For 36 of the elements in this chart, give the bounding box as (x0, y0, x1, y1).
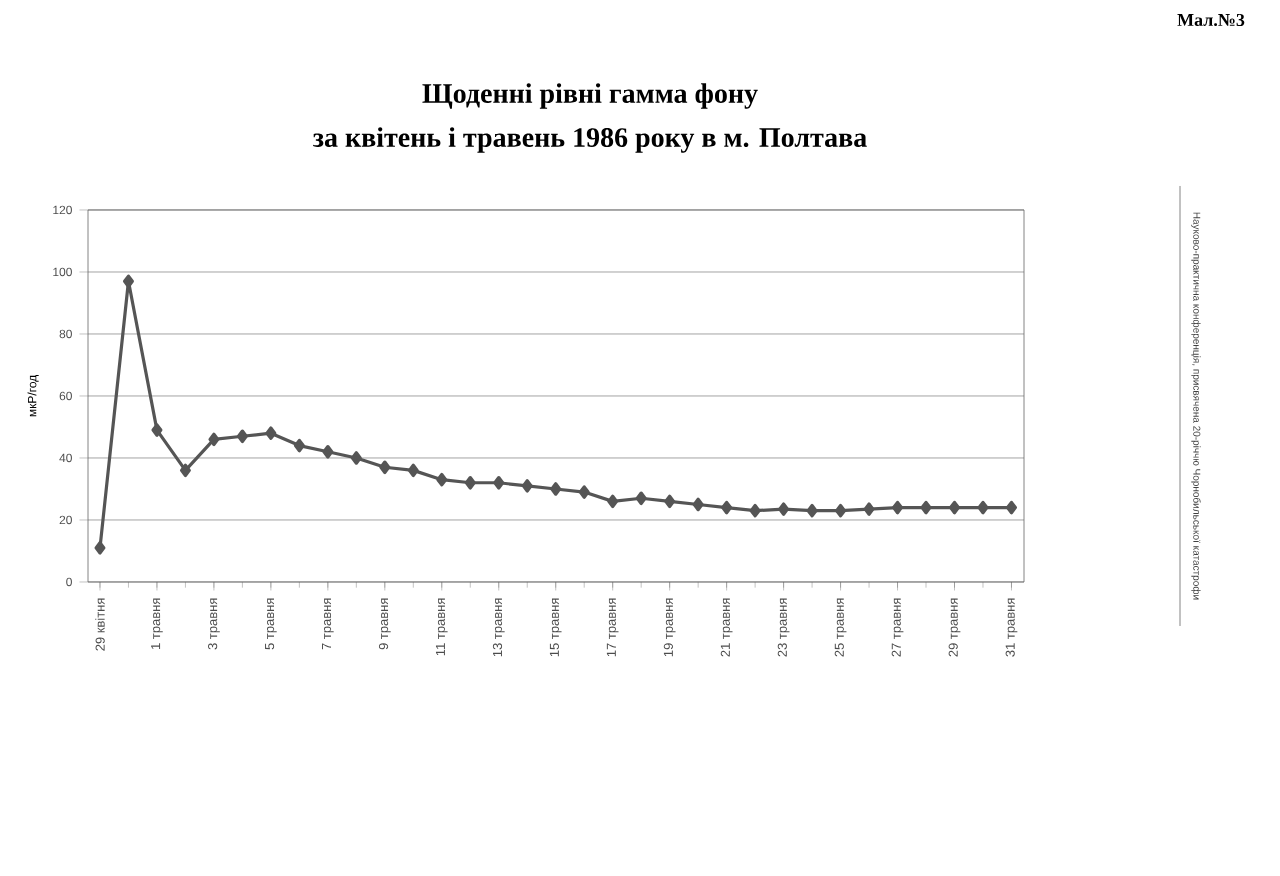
point (578, 485, 590, 499)
point (151, 423, 163, 437)
point (806, 503, 818, 518)
point (635, 491, 647, 506)
point (94, 541, 106, 555)
point (607, 494, 619, 509)
point (920, 500, 932, 515)
point (493, 475, 505, 490)
chart-subtitle: за квітень і травень 1986 року в м. Полтава (313, 127, 867, 153)
point (236, 429, 248, 444)
point (749, 503, 761, 518)
point (721, 500, 733, 515)
point (265, 426, 277, 440)
point (122, 274, 134, 289)
point (464, 475, 476, 490)
point (892, 500, 904, 515)
point (436, 472, 448, 487)
text: Мал.№3 (1177, 13, 1245, 27)
point (692, 497, 704, 512)
point (407, 463, 419, 478)
point (1005, 500, 1017, 515)
point (835, 503, 847, 518)
chart-title: Щоденні рівні гамма фону (422, 83, 758, 109)
point (179, 463, 191, 478)
point (293, 438, 305, 453)
point (350, 451, 362, 465)
point (322, 444, 334, 459)
point (949, 500, 960, 515)
point (379, 460, 391, 475)
point (863, 502, 875, 516)
point (977, 500, 989, 515)
point (521, 479, 533, 493)
point (778, 502, 790, 516)
point (550, 482, 562, 496)
point (664, 494, 676, 509)
point (208, 432, 220, 447)
